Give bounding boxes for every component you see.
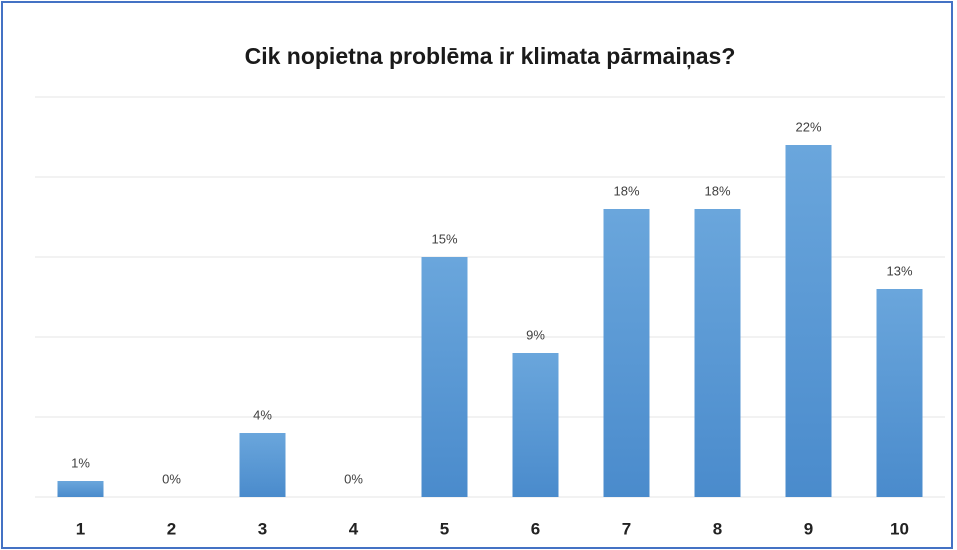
x-tick-label: 9 [804, 519, 813, 538]
x-tick-label: 10 [890, 519, 909, 538]
bar [57, 481, 104, 497]
data-label: 4% [253, 407, 272, 422]
data-label: 0% [344, 471, 363, 486]
chart-title: Cik nopietna problēma ir klimata pārmaiņ… [245, 43, 736, 69]
data-label: 13% [886, 263, 912, 278]
bar [876, 289, 923, 497]
x-tick-label: 6 [531, 519, 540, 538]
bar [239, 433, 286, 497]
x-tick-label: 1 [76, 519, 85, 538]
data-label: 0% [162, 471, 181, 486]
x-tick-label: 2 [167, 519, 176, 538]
x-tick-label: 3 [258, 519, 267, 538]
bar [694, 209, 741, 497]
x-tick-label: 4 [349, 519, 359, 538]
x-tick-label: 8 [713, 519, 722, 538]
data-label: 22% [795, 119, 821, 134]
data-label: 1% [71, 455, 90, 470]
x-tick-label: 7 [622, 519, 631, 538]
data-label: 18% [613, 183, 639, 198]
data-label: 18% [704, 183, 730, 198]
bar [785, 145, 832, 497]
x-tick-label: 5 [440, 519, 449, 538]
data-label: 15% [431, 231, 457, 246]
bar [421, 257, 468, 497]
bar [603, 209, 650, 497]
data-label: 9% [526, 327, 545, 342]
bar [512, 353, 559, 497]
